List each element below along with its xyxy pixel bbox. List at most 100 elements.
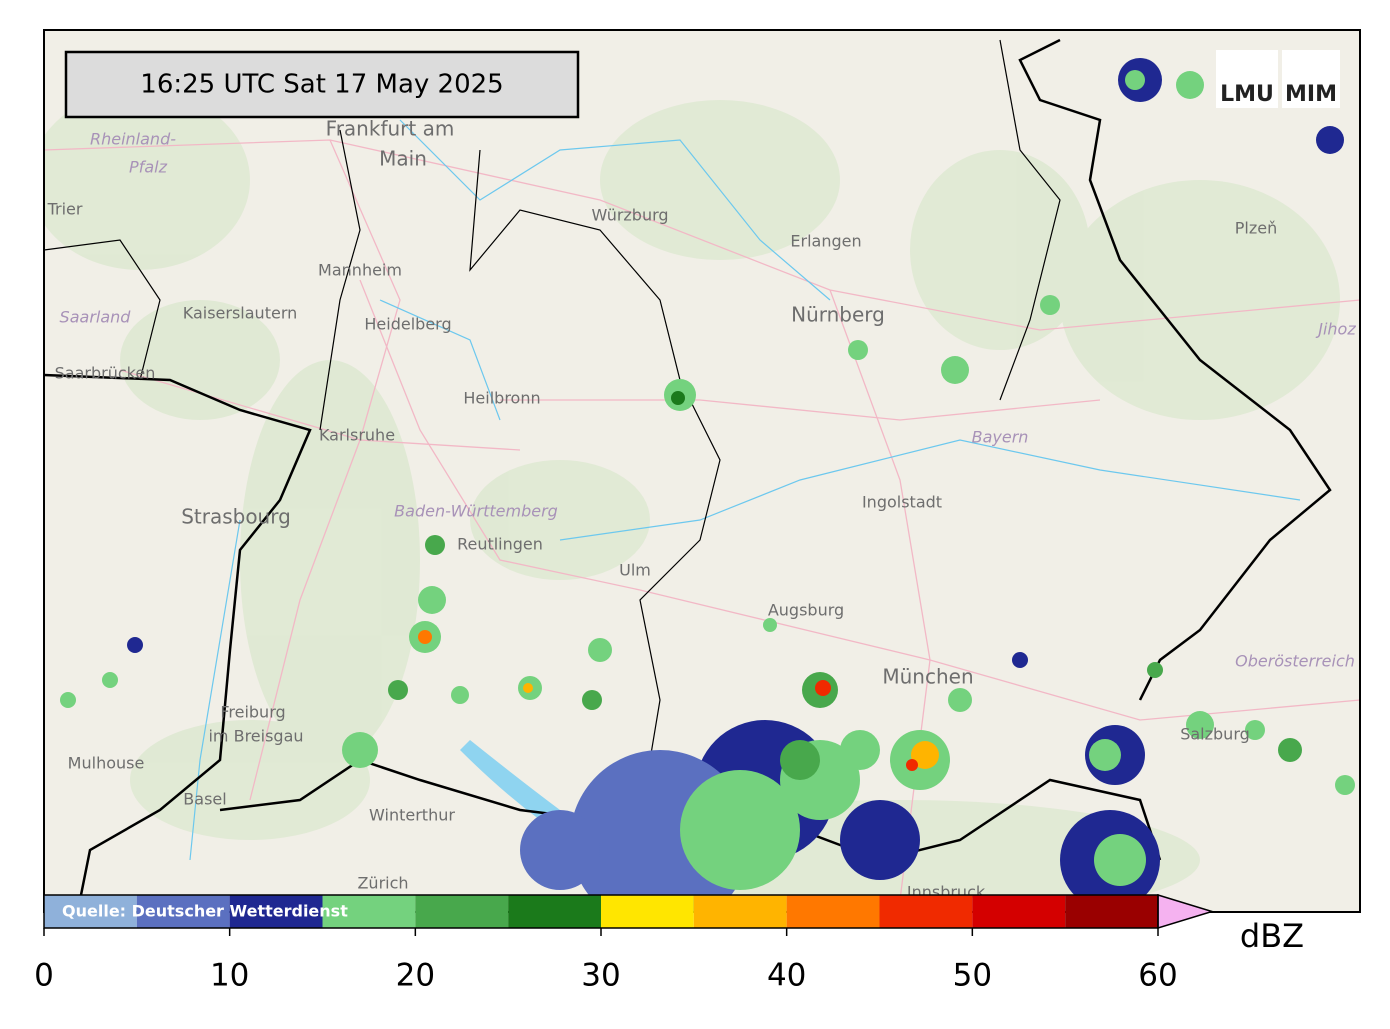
radar-echo <box>906 759 918 771</box>
radar-echo <box>1012 652 1028 668</box>
colorbar-segment <box>879 895 973 928</box>
logo: LMU MIM <box>1216 50 1340 108</box>
place-label: Zürich <box>357 874 408 893</box>
place-label: Ulm <box>619 561 651 580</box>
colorbar-unit: dBZ <box>1240 917 1304 955</box>
logo-text: LMU <box>1220 82 1274 107</box>
place-label: Heilbronn <box>463 389 540 408</box>
radar-echo <box>582 690 602 710</box>
radar-echo <box>680 770 800 890</box>
place-label: Bayern <box>972 428 1029 447</box>
colorbar-segment <box>601 895 694 928</box>
radar-echo <box>948 688 972 712</box>
radar-echo <box>911 741 939 769</box>
radar-echo <box>1040 295 1060 315</box>
place-label: Kaiserslautern <box>183 304 298 323</box>
timestamp-box <box>64 50 580 119</box>
radar-echo <box>388 680 408 700</box>
place-label: Main <box>379 147 427 171</box>
place-label: Basel <box>183 790 226 809</box>
place-label: Strasbourg <box>181 505 291 529</box>
radar-echo <box>418 630 432 644</box>
place-label: Würzburg <box>591 206 668 225</box>
colorbar-segment <box>693 895 787 928</box>
radar-echo <box>848 340 868 360</box>
radar-echoes <box>60 58 1355 912</box>
place-label: im Breisgau <box>208 727 303 746</box>
radar-echo <box>671 391 685 405</box>
colorbar-tick-label: 30 <box>581 958 620 994</box>
place-label: Pfalz <box>129 158 168 177</box>
place-label: Winterthur <box>369 806 455 825</box>
place-label: Baden-Württemberg <box>394 502 558 521</box>
radar-echo <box>1147 662 1163 678</box>
place-label: Saarland <box>60 308 132 327</box>
radar-echo <box>418 586 446 614</box>
radar-echo <box>1316 126 1344 154</box>
colorbar-segment <box>229 895 323 928</box>
place-label: Rheinland- <box>90 130 176 149</box>
radar-echo <box>1125 70 1145 90</box>
radar-echo <box>102 672 118 688</box>
radar-echo <box>815 680 831 696</box>
place-label: Ingolstadt <box>862 493 942 512</box>
radar-echo <box>342 732 378 768</box>
colorbar-tick-label: 50 <box>953 958 992 994</box>
rivers <box>189 119 1301 861</box>
colorbar-segment <box>972 895 1066 928</box>
timestamp: 16:25 UTC Sat 17 May 2025 <box>140 70 503 100</box>
colorbar-segment <box>1065 895 1158 928</box>
colorbar-tick-label: 60 <box>1138 958 1177 994</box>
radar-echo <box>941 356 969 384</box>
place-label: Mulhouse <box>68 754 145 773</box>
radar-echo <box>840 800 920 880</box>
radar-echo <box>523 683 533 693</box>
radar-echo <box>451 686 469 704</box>
place-label: Mannheim <box>318 261 402 280</box>
place-label: Frankfurt am <box>326 117 455 141</box>
colorbar: Quelle: Deutscher Wetterdienst 0 10 20 30 40 5… <box>34 893 1304 994</box>
place-labels: Frankfurt am Main Rheinland- Pfalz Trier Würz… <box>47 117 1357 902</box>
place-label: Saarbrücken <box>55 364 156 383</box>
colorbar-tick-label: 10 <box>210 958 249 994</box>
place-label: Heidelberg <box>364 315 451 334</box>
radar-echo <box>520 810 600 890</box>
place-label: Oberösterreich <box>1235 652 1355 671</box>
radar-echo <box>1176 71 1204 99</box>
radar-echo <box>1278 738 1302 762</box>
place-label: Erlangen <box>790 232 861 251</box>
map: Frankfurt am Main Rheinland- Pfalz Trier Würz… <box>44 30 1360 912</box>
source-label: Quelle: Deutscher Wetterdienst <box>62 902 348 921</box>
colorbar-segment <box>786 895 880 928</box>
place-label: Nürnberg <box>791 303 885 327</box>
colorbar-tick-label: 40 <box>767 958 806 994</box>
place-label: Trier <box>47 200 83 219</box>
radar-echo <box>60 692 76 708</box>
place-label: Augsburg <box>768 601 844 620</box>
colorbar-segment <box>322 895 416 928</box>
place-label: München <box>882 665 973 689</box>
radar-echo <box>425 535 445 555</box>
place-label: Reutlingen <box>457 535 543 554</box>
logo-box <box>1216 50 1278 108</box>
radar-echo <box>127 637 143 653</box>
colorbar-tick-label: 20 <box>396 958 435 994</box>
radar-echo <box>588 638 612 662</box>
place-label: Plzeň <box>1235 219 1277 238</box>
colorbar-tick-label: 0 <box>34 958 54 994</box>
place-label: Jihoz <box>1315 320 1356 339</box>
logo-box <box>1282 50 1340 108</box>
place-label: Karlsruhe <box>319 426 395 445</box>
radar-echo <box>763 618 777 632</box>
colorbar-segment <box>136 895 230 928</box>
colorbar-segment <box>44 895 137 928</box>
radar-echo <box>1335 775 1355 795</box>
radar-echo <box>1089 739 1121 771</box>
radar-echo <box>1186 711 1214 739</box>
radar-echo <box>780 740 820 780</box>
place-label: Salzburg <box>1180 725 1250 744</box>
radar-echo <box>1245 720 1265 740</box>
colorbar-segment <box>508 895 601 928</box>
lake <box>460 740 560 820</box>
